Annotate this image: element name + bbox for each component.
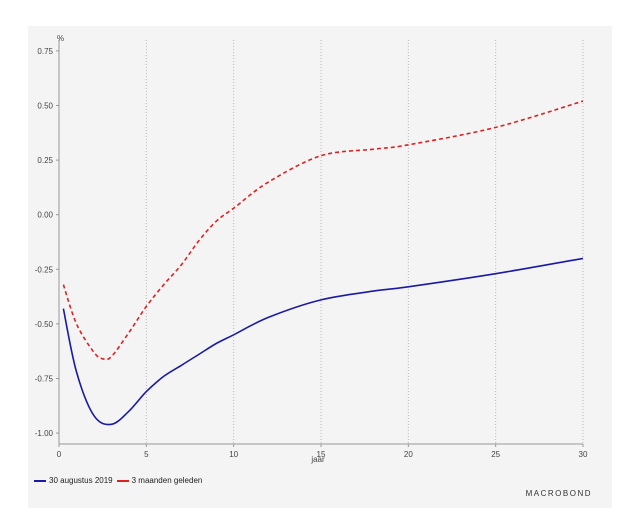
series-line-current [62, 257, 584, 426]
legend-swatch-previous [116, 479, 129, 482]
y-tick-label: -0.75 [35, 374, 54, 383]
x-tick-label: 20 [404, 450, 413, 459]
legend-label-current: 30 augustus 2019 [49, 476, 113, 485]
legend-item-current: 30 augustus 2019 [34, 476, 113, 485]
legend-label-previous: 3 maanden geleden [131, 476, 203, 485]
y-tick-label: -1.00 [35, 429, 54, 438]
x-tick-label: 30 [579, 450, 588, 459]
y-tick-label: 0.00 [37, 211, 53, 220]
x-tick-label: 10 [229, 450, 238, 459]
yield-curve-chart: 0.75 0.50 0.25 0.00 -0.25 -0.50 -0.75 -1.00 0 5 1… [35, 34, 588, 464]
grid-lines [145, 40, 584, 444]
x-tick-label: 5 [144, 450, 149, 459]
x-tick-labels: 0 5 10 15 20 25 30 [57, 444, 588, 459]
x-tick-label: 15 [317, 450, 326, 459]
legend: 30 augustus 2019 3 maanden geleden [34, 476, 206, 485]
series-lines [62, 100, 584, 426]
y-tick-label: 0.25 [37, 156, 53, 165]
y-tick-labels: 0.75 0.50 0.25 0.00 -0.25 -0.50 -0.75 -1.00 [35, 47, 59, 438]
y-tick-label: -0.50 [35, 320, 54, 329]
y-axis-unit: % [57, 34, 64, 43]
x-axis-label: jaar [310, 455, 325, 464]
x-tick-label: 0 [57, 450, 62, 459]
series-line-previous [62, 100, 584, 361]
legend-swatch-current [34, 479, 46, 482]
x-tick-label: 25 [491, 450, 500, 459]
y-tick-label: 0.75 [37, 47, 53, 56]
macrobond-logo: MACROBOND [525, 489, 592, 498]
y-tick-label: 0.50 [37, 102, 53, 111]
legend-item-previous: 3 maanden geleden [116, 476, 203, 485]
chart-frame: 0.75 0.50 0.25 0.00 -0.25 -0.50 -0.75 -1.00 0 5 1… [28, 26, 612, 508]
y-tick-label: -0.25 [35, 265, 54, 274]
